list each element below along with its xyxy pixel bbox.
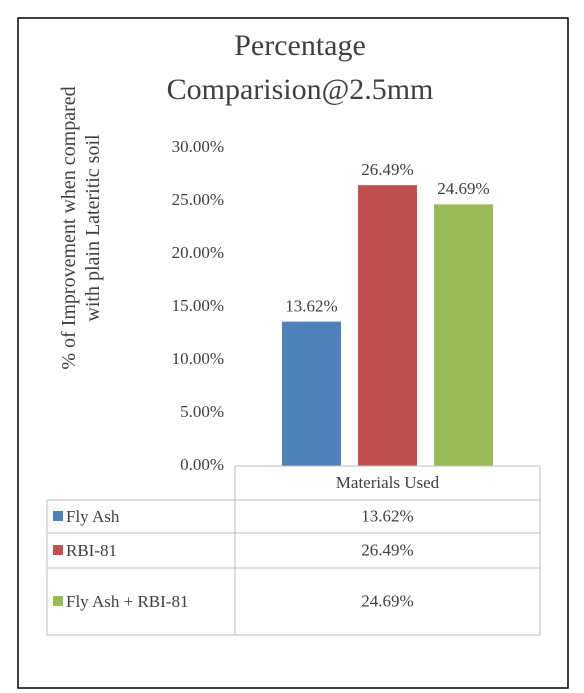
legend-key: [53, 595, 63, 606]
legend-label: RBI-81: [66, 540, 117, 560]
legend-entry: RBI-81: [53, 533, 203, 568]
y-axis-label: % of Improvement when compared with plain…: [58, 86, 104, 369]
legend-entry: Fly Ash: [53, 500, 203, 533]
table-value: 13.62%: [361, 506, 413, 525]
bar: [434, 204, 493, 466]
data-label: 26.49%: [361, 160, 413, 179]
table-header: Materials Used: [336, 473, 440, 492]
y-tick-label: 10.00%: [172, 349, 224, 368]
table-value: 26.49%: [361, 540, 413, 559]
y-tick-label: 30.00%: [172, 137, 224, 156]
table-value: 24.69%: [361, 591, 413, 610]
bar: [282, 321, 341, 466]
legend-key: [53, 544, 63, 555]
data-label: 13.62%: [285, 297, 337, 316]
legend-label: Fly Ash: [66, 506, 120, 526]
chart-title: Percentage Comparision@2.5mm: [167, 29, 434, 106]
legend-entry: Fly Ash + RBI-81: [53, 568, 203, 635]
legend-cell: Fly Ash: [53, 500, 203, 533]
y-tick-label: 15.00%: [172, 296, 224, 315]
legend-label: Fly Ash + RBI-81: [66, 591, 189, 611]
legend-cell: Fly Ash + RBI-81: [53, 568, 203, 635]
bar: [358, 185, 417, 466]
y-tick-label: 0.00%: [180, 455, 224, 474]
y-tick-label: 5.00%: [180, 402, 224, 421]
legend-key: [53, 510, 63, 521]
legend-cell: RBI-81: [53, 533, 203, 568]
y-tick-label: 25.00%: [172, 190, 224, 209]
data-label: 24.69%: [437, 179, 489, 198]
y-tick-label: 20.00%: [172, 243, 224, 262]
